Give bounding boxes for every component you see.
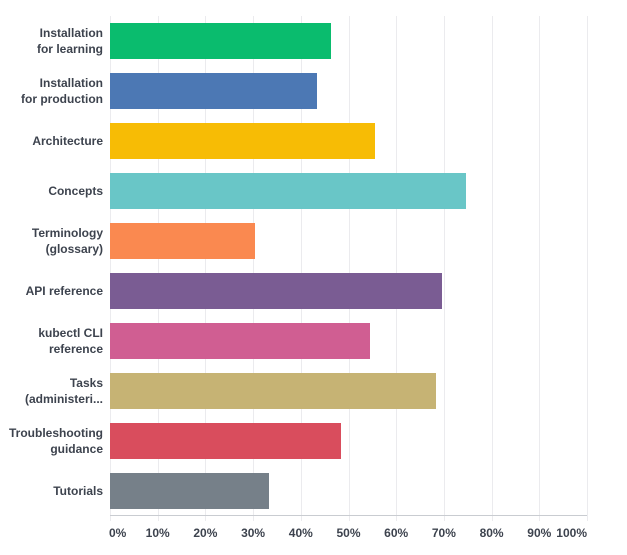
x-axis-line: [110, 515, 587, 516]
category-label-architecture: Architecture: [0, 116, 103, 166]
x-tick-label-100: 100%: [556, 526, 587, 540]
bar-row: [110, 216, 587, 266]
category-label-line: guidance: [50, 442, 103, 456]
category-label-concepts: Concepts: [0, 166, 103, 216]
x-tick-label-70: 70%: [431, 526, 456, 540]
bar-tutorials: [110, 473, 270, 509]
x-tick-label-10: 10%: [145, 526, 170, 540]
category-label-line: (administeri...: [24, 392, 103, 406]
category-label-line: for learning: [36, 42, 103, 56]
y-axis-labels: Installation for learning Installation for …: [0, 16, 103, 516]
category-label-tasks-administeri: Tasks (administeri...: [0, 366, 103, 416]
category-label-line: API reference: [25, 283, 103, 298]
category-label-api-reference: API reference: [0, 266, 103, 316]
category-label-line: kubectl CLI: [38, 325, 103, 340]
gridline: [443, 16, 445, 521]
bar-row: [110, 66, 587, 116]
category-label-line: (glossary): [45, 242, 103, 256]
bar-row: [110, 266, 587, 316]
bar-row: [110, 416, 587, 466]
category-label-line: reference: [48, 342, 103, 356]
x-tick-label-20: 20%: [193, 526, 218, 540]
bar-kubectl-cli-reference: [110, 323, 371, 359]
bar-terminology-glossary: [110, 223, 256, 259]
x-tick-label-0: 0%: [109, 526, 127, 540]
x-tick-label-30: 30%: [241, 526, 266, 540]
category-label-line: Concepts: [48, 183, 103, 198]
bar-architecture: [110, 123, 375, 159]
category-label-line: Terminology: [31, 225, 103, 240]
category-label-line: Installation: [39, 75, 103, 90]
x-tick-label-50: 50%: [336, 526, 361, 540]
plot-area: [110, 16, 588, 521]
gridline: [110, 16, 111, 521]
gridline: [157, 16, 159, 521]
category-label-terminology-glossary: Terminology (glossary): [0, 216, 103, 266]
category-label-line: Tasks: [69, 375, 103, 390]
gridline: [348, 16, 350, 521]
category-label-line: Installation: [39, 25, 103, 40]
bar-row: [110, 16, 587, 66]
category-label-kubectl-cli-reference: kubectl CLI reference: [0, 316, 103, 366]
gridline: [253, 16, 255, 521]
x-tick-label-80: 80%: [479, 526, 504, 540]
gridline: [396, 16, 398, 521]
category-label-line: for production: [21, 92, 103, 106]
category-label-line: Troubleshooting: [9, 425, 103, 440]
category-label-installation-for-production: Installation for production: [0, 66, 103, 116]
x-axis: 0% 10% 20% 30% 40% 50% 60% 70% 80% 90% 100%: [109, 517, 587, 552]
bar-row: [110, 166, 587, 216]
category-label-tutorials: Tutorials: [0, 466, 103, 516]
gridline: [587, 16, 588, 521]
gridline: [539, 16, 541, 521]
gridline: [491, 16, 493, 521]
bar-installation-for-production: [110, 73, 318, 109]
category-label-line: Architecture: [32, 133, 103, 148]
bar-row: [110, 466, 587, 516]
x-tick-label-60: 60%: [384, 526, 409, 540]
bar-tasks-administeri: [110, 373, 437, 409]
bar-row: [110, 316, 587, 366]
x-tick-label-90: 90%: [527, 526, 552, 540]
bar-row: [110, 116, 587, 166]
x-tick-label-40: 40%: [288, 526, 313, 540]
bar-concepts: [110, 173, 466, 209]
bar-row: [110, 366, 587, 416]
gridline: [205, 16, 207, 521]
category-label-installation-for-learning: Installation for learning: [0, 16, 103, 66]
category-label-troubleshooting-guidance: Troubleshooting guidance: [0, 416, 103, 466]
gridline: [300, 16, 302, 521]
bar-installation-for-learning: [110, 23, 331, 59]
bar-troubleshooting-guidance: [110, 423, 342, 459]
category-label-line: Tutorials: [53, 483, 103, 498]
bar-api-reference: [110, 273, 442, 309]
